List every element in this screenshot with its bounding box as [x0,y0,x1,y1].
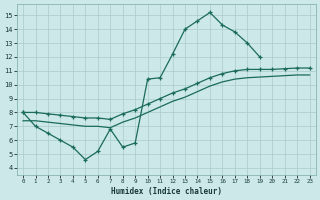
X-axis label: Humidex (Indice chaleur): Humidex (Indice chaleur) [111,187,222,196]
